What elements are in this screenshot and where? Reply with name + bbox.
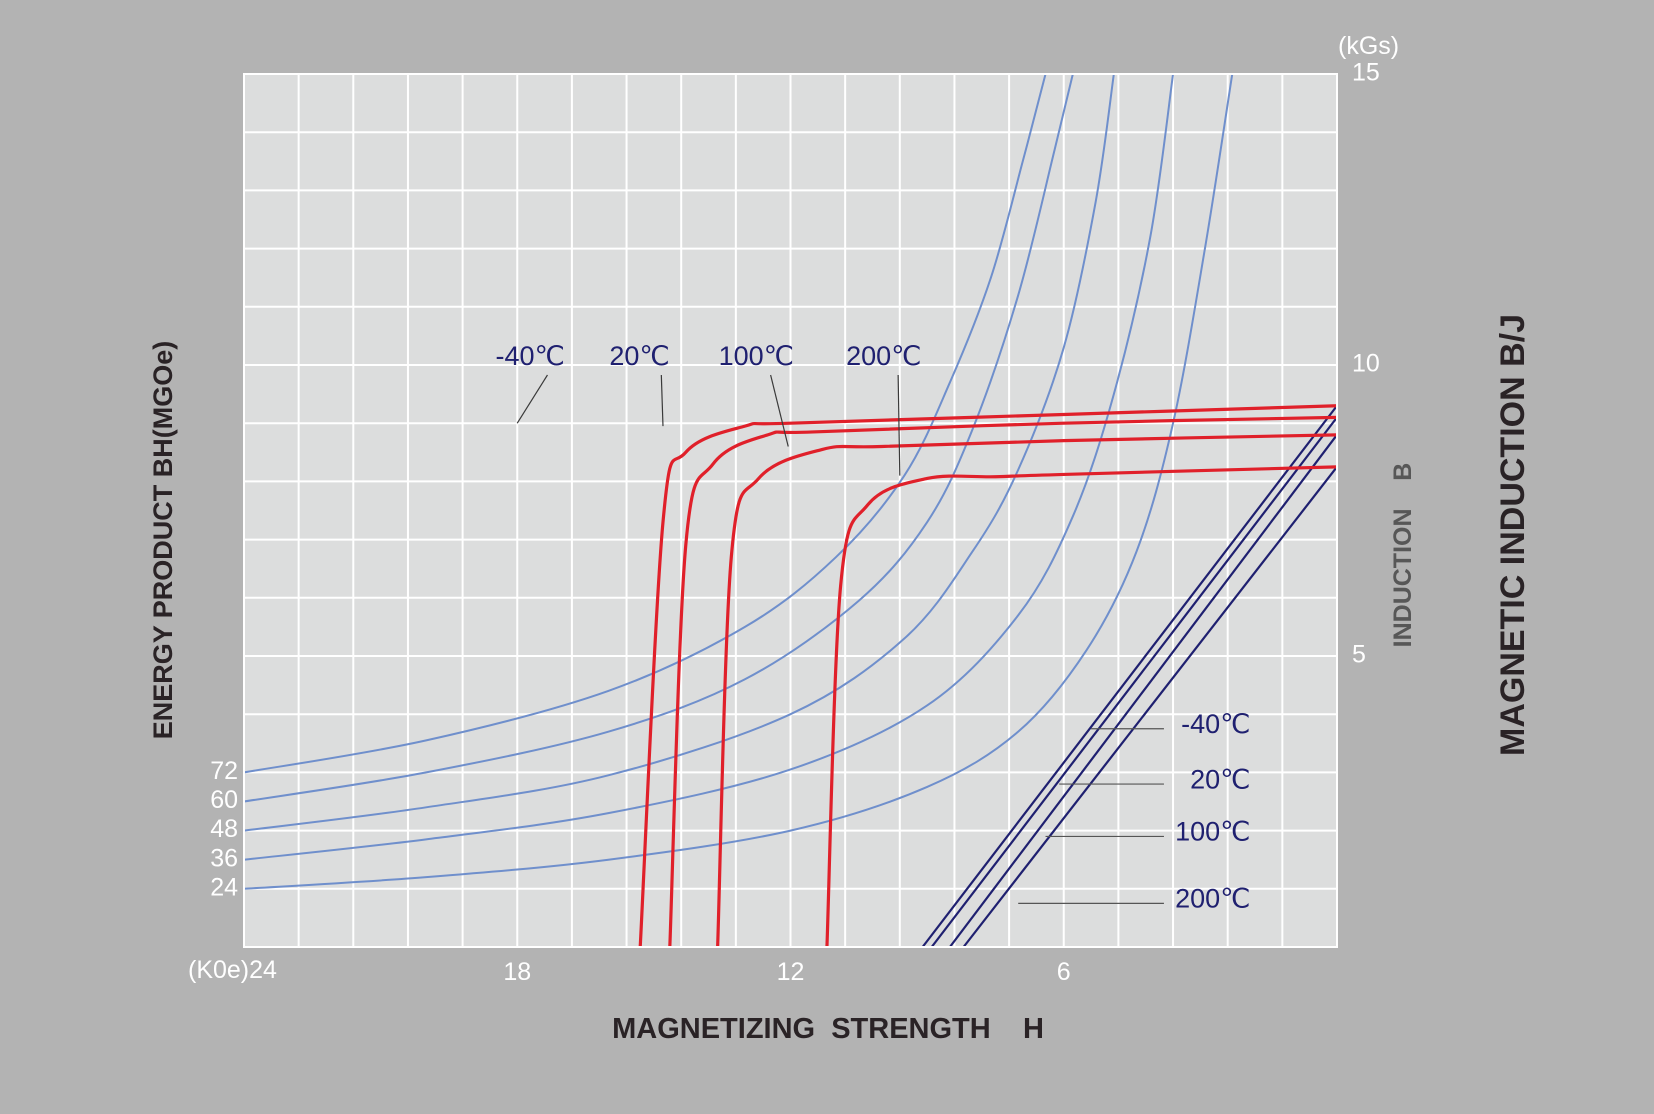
energy-product-curve-48 [243,73,1115,832]
demag-temperature-label: 200℃ [846,341,921,371]
recoil-temperature-label: 20℃ [1190,764,1250,794]
demag-temperature-label: 100℃ [719,341,794,371]
energy-product-curve-24 [243,73,1234,890]
recoil-curve-minus40 [921,405,1338,948]
y-left-tick-label: 72 [210,757,238,785]
demagnetization-curve-200 [825,465,1338,948]
demag-label-leader [770,374,789,447]
energy-product-curve-72 [243,73,1047,774]
y-right-unit-label: (kGs) [1338,32,1399,60]
curves [243,73,1338,948]
demag-label-leader [897,374,901,476]
y-right-tick-label: 15 [1352,59,1380,87]
demag-temperature-label: -40℃ [495,341,564,371]
demag-label-leader [516,374,548,424]
y-right-inner-label: INDUCTION B [1389,463,1417,648]
x-axis-title: MAGNETIZING STRENGTH H [612,1013,1044,1045]
demagnetization-curve-20 [668,415,1338,948]
x-tick-label: 6 [1057,958,1071,986]
y-right-tick-label: 5 [1352,641,1366,669]
grid [244,74,1337,947]
recoil-curve-20 [930,416,1338,948]
y-left-tick-label: 48 [210,815,238,843]
x-tick-label: 18 [503,958,531,986]
recoil-temperature-label: -40℃ [1181,709,1250,739]
y-left-tick-label: 36 [210,844,238,872]
plot-frame [243,73,1338,948]
annotations: -40℃ 20℃ 100℃ 200℃ -40℃ 20℃ 100℃ 200℃ [495,341,1250,914]
y-right-axis-title: MAGNETIC INDUCTION B/J [1494,314,1532,756]
demagnetization-curve-minus40 [638,404,1338,948]
x-axis-unit-label: (K0e)24 [188,956,277,984]
y-left-tick-label: 60 [210,786,238,814]
recoil-temperature-label: 200℃ [1175,884,1250,914]
recoil-curve-100 [949,434,1338,948]
recoil-temperature-label: 100℃ [1175,817,1250,847]
energy-product-curve-60 [243,73,1074,803]
x-tick-label: 12 [777,958,805,986]
recoil-curve-200 [962,466,1338,948]
y-left-axis-title: ENERGY PRODUCT BH(MGOe) [148,341,178,740]
demag-label-leader [660,374,664,427]
y-left-tick-label: 24 [210,873,238,901]
demagnetization-curve-100 [716,433,1338,948]
y-right-tick-label: 10 [1352,350,1380,378]
demag-temperature-label: 20℃ [609,341,669,371]
energy-product-curve-36 [243,73,1175,861]
